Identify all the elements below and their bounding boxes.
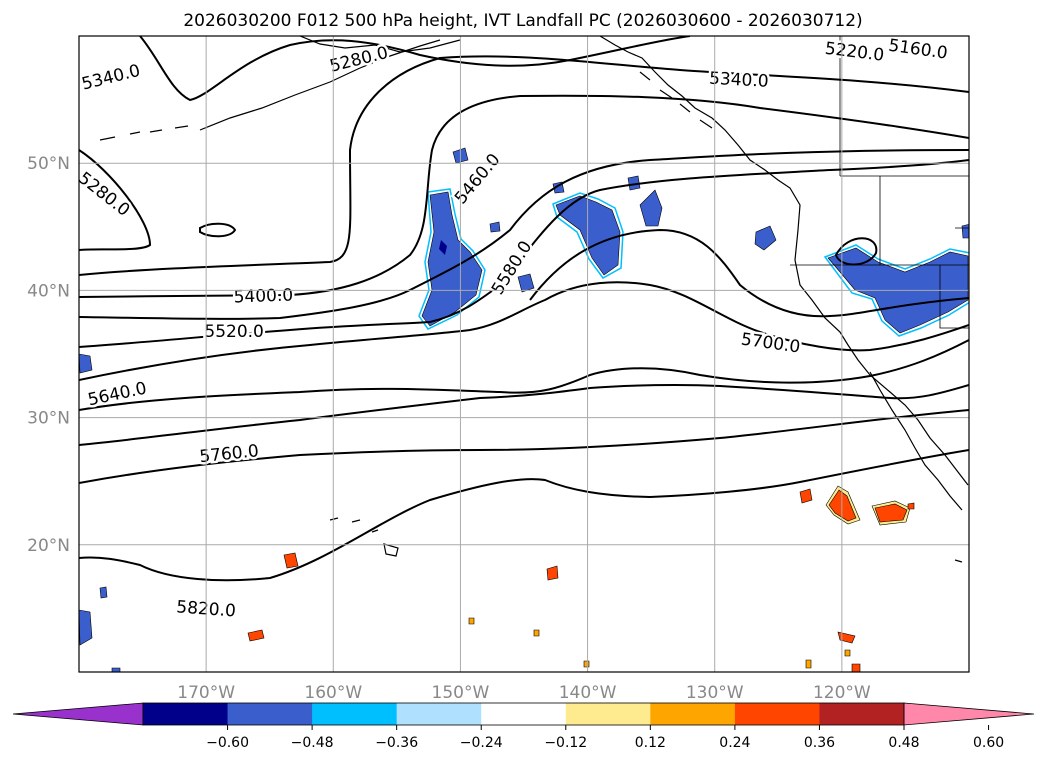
colorbar-tick-label: 0.60 <box>973 735 1004 751</box>
lat-tick-label: 40°N <box>27 281 70 301</box>
ivt-region <box>469 618 474 624</box>
colorbar-segment <box>228 703 313 725</box>
lon-tick-label: 150°W <box>432 683 490 703</box>
contour-label-group: 5340.0 <box>709 69 769 92</box>
colorbar-tick-label: 0.12 <box>635 735 666 751</box>
lon-tick-label: 140°W <box>559 683 617 703</box>
colorbar-segment <box>735 703 820 725</box>
colorbar-tick-label: −0.24 <box>460 735 503 751</box>
lat-tick-label: 30°N <box>27 409 70 429</box>
ivt-region <box>845 650 850 656</box>
colorbar-segment <box>819 703 904 725</box>
lon-tick-label: 130°W <box>686 683 744 703</box>
lon-tick-label: 170°W <box>177 683 235 703</box>
contour-label: 5340.0 <box>709 69 769 92</box>
colorbar-segment <box>481 703 566 725</box>
colorbar-ticks: −0.60 −0.48 −0.36 −0.24 −0.12 0.12 0.24 0.36 0.4… <box>206 725 1004 751</box>
ivt-region <box>852 664 860 672</box>
lat-tick-label: 20°N <box>27 536 70 556</box>
colorbar-tick-label: 0.24 <box>719 735 750 751</box>
ivt-region <box>534 630 539 636</box>
lat-tick-label: 50°N <box>27 154 70 174</box>
figure: 2026030200 F012 500 hPa height, IVT Land… <box>0 0 1047 765</box>
ivt-region <box>490 222 500 232</box>
colorbar-tick-label: −0.60 <box>206 735 249 751</box>
colorbar-tick-label: −0.12 <box>544 735 587 751</box>
ivt-region <box>79 354 92 373</box>
lon-tick-labels: 170°W 160°W 150°W 140°W 130°W 120°W <box>177 683 871 703</box>
colorbar-segment <box>143 703 228 725</box>
ivt-region <box>908 503 914 509</box>
lon-tick-label: 120°W <box>813 683 871 703</box>
colorbar-tick-label: 0.48 <box>888 735 919 751</box>
lon-tick-label: 160°W <box>304 683 362 703</box>
colorbar-extend-low <box>13 703 143 725</box>
colorbar-segment <box>312 703 397 725</box>
colorbar-tick-label: −0.36 <box>375 735 418 751</box>
ivt-region <box>584 661 589 667</box>
contour-label: 5400.0 <box>233 285 293 307</box>
colorbar-tick-label: 0.36 <box>804 735 835 751</box>
colorbar <box>13 703 1034 725</box>
colorbar-tick-label: −0.48 <box>291 735 334 751</box>
contour-label-group: 5520.0 <box>204 322 263 342</box>
contour-label-group: 5400.0 <box>233 285 293 307</box>
colorbar-segment <box>650 703 735 725</box>
chart-title: 2026030200 F012 500 hPa height, IVT Land… <box>183 11 862 31</box>
map-background <box>79 36 969 672</box>
contour-label: 5520.0 <box>204 322 263 342</box>
ivt-region <box>100 587 107 598</box>
ivt-region <box>806 660 811 668</box>
colorbar-segment <box>566 703 651 725</box>
lat-tick-labels: 50°N 40°N 30°N 20°N <box>27 154 70 556</box>
colorbar-segment <box>397 703 482 725</box>
colorbar-extend-high <box>904 703 1034 725</box>
